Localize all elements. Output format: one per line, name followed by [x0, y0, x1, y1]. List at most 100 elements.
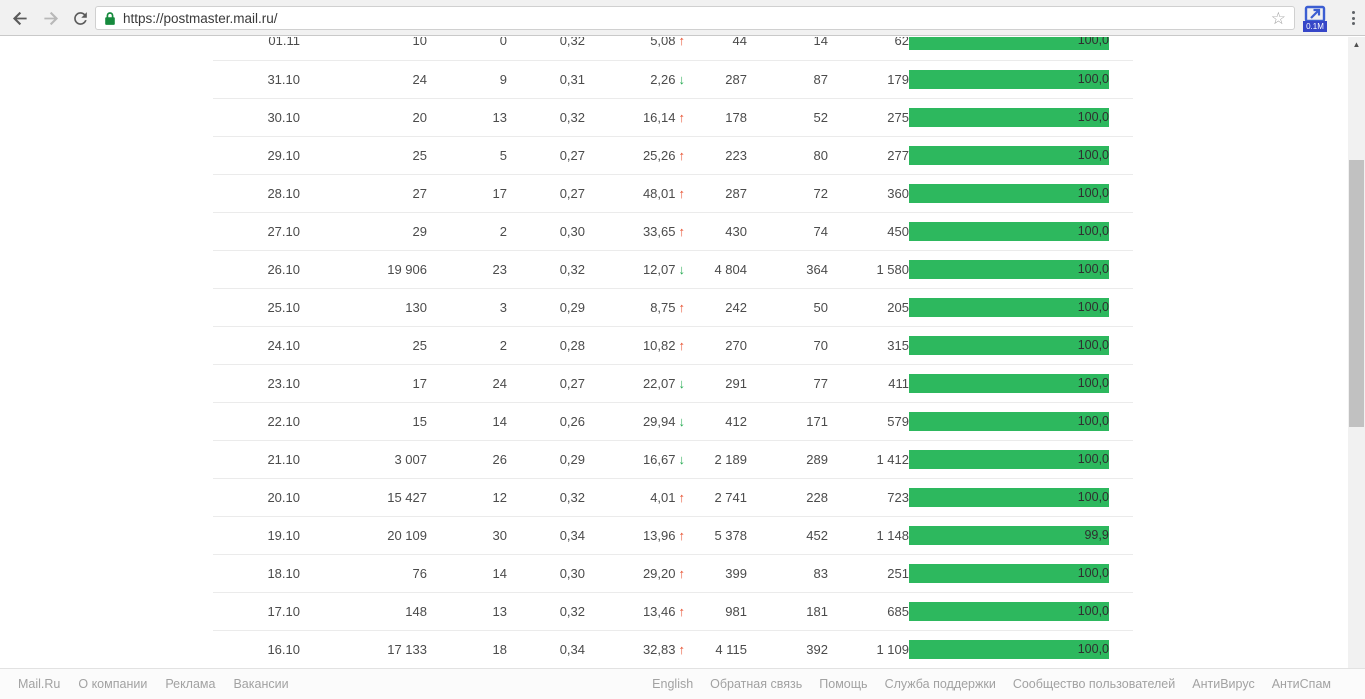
percent-bar-cell: 100,0 [909, 136, 1133, 175]
table-row[interactable]: 16.10 17 133 18 0,34 32,83 ↑ 4 115 392 1 109 100,… [213, 630, 1133, 668]
delta-value: 16,14 [642, 109, 676, 125]
value-cell: 52 [747, 98, 828, 137]
value-cell: 29 [300, 212, 427, 251]
date-cell: 18.10 [213, 554, 300, 593]
footer-link[interactable]: Mail.Ru [18, 677, 61, 691]
table-row[interactable]: 17.10 148 13 0,32 13,46 ↑ 981 181 685 100,0 [213, 592, 1133, 631]
date-cell: 29.10 [213, 136, 300, 175]
percent-bar-cell: 100,0 [909, 364, 1133, 403]
trend-up-icon: ↑ [678, 109, 686, 125]
footer-link[interactable]: Реклама [165, 677, 216, 691]
table-row[interactable]: 27.10 29 2 0,30 33,65 ↑ 430 74 450 100,0 [213, 212, 1133, 251]
table-row[interactable]: 31.10 24 9 0,31 2,26 ↓ 287 87 179 100,0 [213, 60, 1133, 99]
table-row[interactable]: 25.10 130 3 0,29 8,75 ↑ 242 50 205 100,0 [213, 288, 1133, 327]
percent-bar: 100,0 [909, 335, 1109, 355]
delta-value: 16,67 [642, 451, 676, 467]
trend-down-icon: ↓ [678, 451, 686, 467]
value-cell: 223 [685, 136, 747, 175]
value-cell: 20 109 [300, 516, 427, 555]
value-cell: 12 [427, 478, 507, 517]
table-row[interactable]: 18.10 76 14 0,30 29,20 ↑ 399 83 251 100,0 [213, 554, 1133, 593]
percent-bar-cell: 100,0 [909, 174, 1133, 213]
value-cell: 17 [427, 174, 507, 213]
forward-button[interactable] [38, 6, 63, 31]
value-cell: 24 [427, 364, 507, 403]
value-cell: 18 [427, 630, 507, 668]
value-cell: 171 [747, 402, 828, 441]
value-cell: 205 [828, 288, 909, 327]
value-cell: 72 [747, 174, 828, 213]
scroll-up-icon[interactable]: ▲ [1352, 40, 1361, 49]
address-bar[interactable]: https://postmaster.mail.ru/ ☆ [95, 6, 1295, 30]
footer-link[interactable]: English [652, 677, 694, 691]
table-row[interactable]: 29.10 25 5 0,27 25,26 ↑ 223 80 277 100,0 [213, 136, 1133, 175]
value-cell: 17 133 [300, 630, 427, 668]
value-cell: 13 [427, 592, 507, 631]
delta-value: 12,07 [642, 261, 676, 277]
ratio-cell: 0,31 [507, 60, 585, 99]
trend-up-icon: ↑ [678, 565, 686, 581]
percent-bar: 100,0 [909, 563, 1109, 583]
delta-cell: 12,07 ↓ [585, 250, 685, 289]
date-cell: 24.10 [213, 326, 300, 365]
table-row[interactable]: 28.10 27 17 0,27 48,01 ↑ 287 72 360 100,0 [213, 174, 1133, 213]
percent-bar-cell: 100,0 [909, 288, 1133, 327]
delta-value: 29,94 [642, 413, 676, 429]
table-row[interactable]: 23.10 17 24 0,27 22,07 ↓ 291 77 411 100,0 [213, 364, 1133, 403]
back-button[interactable] [8, 6, 33, 31]
table-row[interactable]: 22.10 15 14 0,26 29,94 ↓ 412 171 579 100,0 [213, 402, 1133, 441]
delta-value: 48,01 [642, 185, 676, 201]
footer-link[interactable]: Вакансии [233, 677, 289, 691]
percent-bar: 100,0 [909, 639, 1109, 659]
bookmark-star-icon[interactable]: ☆ [1270, 8, 1286, 28]
value-cell: 181 [747, 592, 828, 631]
scrollbar-thumb[interactable] [1349, 160, 1364, 427]
value-cell: 251 [828, 554, 909, 593]
table-row[interactable]: 01.11 10 0 0,32 5,08 ↑ 44 14 62 100,0 [213, 37, 1133, 61]
ratio-cell: 0,26 [507, 402, 585, 441]
footer-link[interactable]: АнтиВирус [1192, 677, 1255, 691]
table-row[interactable]: 20.10 15 427 12 0,32 4,01 ↑ 2 741 228 723 100,0 [213, 478, 1133, 517]
trend-up-icon: ↑ [678, 37, 686, 49]
date-cell: 21.10 [213, 440, 300, 479]
value-cell: 5 378 [685, 516, 747, 555]
value-cell: 70 [747, 326, 828, 365]
table-row[interactable]: 30.10 20 13 0,32 16,14 ↑ 178 52 275 100,0 [213, 98, 1133, 137]
trend-up-icon: ↑ [678, 147, 686, 163]
trend-up-icon: ↑ [678, 299, 686, 315]
delta-value: 5,08 [650, 37, 676, 49]
vertical-scrollbar[interactable]: ▲ ▼ [1348, 37, 1365, 699]
table-row[interactable]: 24.10 25 2 0,28 10,82 ↑ 270 70 315 100,0 [213, 326, 1133, 365]
value-cell: 399 [685, 554, 747, 593]
trend-down-icon: ↓ [678, 413, 686, 429]
value-cell: 579 [828, 402, 909, 441]
footer-link[interactable]: Служба поддержки [884, 677, 996, 691]
value-cell: 83 [747, 554, 828, 593]
trend-up-icon: ↑ [678, 641, 686, 657]
browser-menu-button[interactable] [1344, 9, 1362, 27]
table-row[interactable]: 26.10 19 906 23 0,32 12,07 ↓ 4 804 364 1 580 100,… [213, 250, 1133, 289]
percent-bar-cell: 100,0 [909, 60, 1133, 99]
url-text[interactable]: https://postmaster.mail.ru/ [123, 10, 278, 26]
percent-bar-cell: 100,0 [909, 478, 1133, 517]
value-cell: 50 [747, 288, 828, 327]
value-cell: 10 [300, 37, 427, 61]
https-lock-icon[interactable] [104, 11, 116, 26]
value-cell: 2 189 [685, 440, 747, 479]
value-cell: 2 [427, 212, 507, 251]
reload-button[interactable] [68, 6, 93, 31]
footer-link[interactable]: АнтиСпам [1271, 677, 1331, 691]
value-cell: 13 [427, 98, 507, 137]
delta-cell: 16,14 ↑ [585, 98, 686, 137]
table-row[interactable]: 19.10 20 109 30 0,34 13,96 ↑ 5 378 452 1 148 99,9 [213, 516, 1133, 555]
footer-link[interactable]: О компании [78, 677, 148, 691]
percent-bar-cell: 100,0 [909, 402, 1133, 441]
footer-link[interactable]: Помощь [819, 677, 868, 691]
delta-cell: 25,26 ↑ [585, 136, 686, 175]
value-cell: 450 [828, 212, 909, 251]
footer-link[interactable]: Сообщество пользователей [1012, 677, 1176, 691]
footer-link[interactable]: Обратная связь [710, 677, 803, 691]
value-cell: 411 [828, 364, 909, 403]
table-row[interactable]: 21.10 3 007 26 0,29 16,67 ↓ 2 189 289 1 412 100,0 [213, 440, 1133, 479]
date-cell: 16.10 [213, 630, 300, 668]
